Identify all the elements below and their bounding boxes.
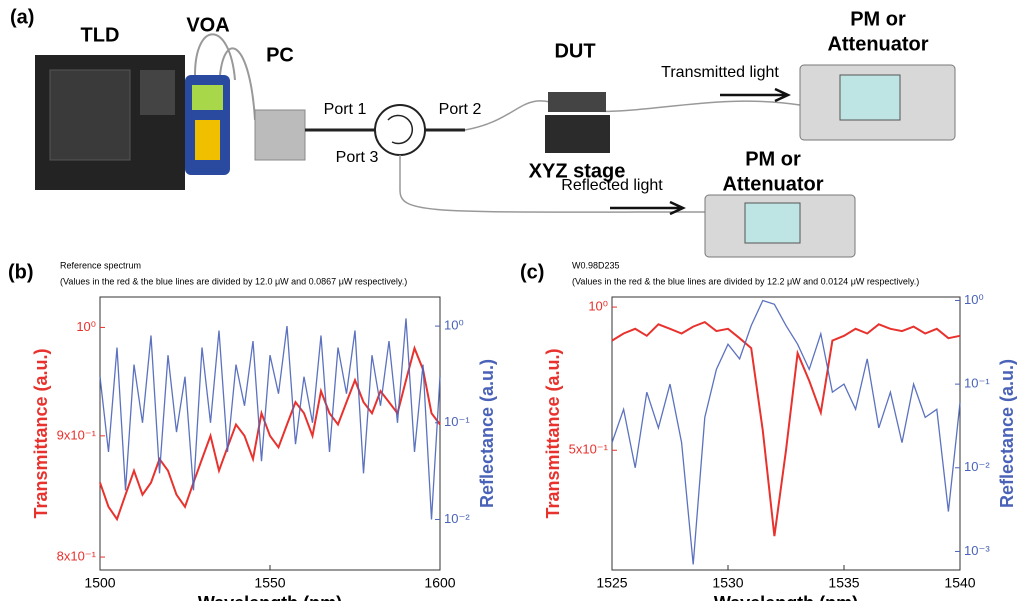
arrow [720, 87, 791, 103]
label: VOA [186, 14, 229, 36]
port-label: Port 1 [324, 101, 367, 118]
dut [548, 92, 606, 112]
tld-screen [49, 69, 131, 161]
series-line [99, 318, 441, 520]
chart-subtitle: (Values in the red & the blue lines are … [60, 276, 407, 286]
circulator-arrow [387, 114, 414, 145]
x-tick-label: 1500 [84, 575, 115, 591]
fiber [399, 155, 706, 213]
circulator [374, 104, 426, 156]
y-tick-label: 8x10⁻¹ [57, 548, 97, 563]
stage [545, 115, 610, 153]
label: PC [266, 44, 294, 66]
pm-screen [744, 202, 801, 244]
panel-label: (c) [520, 261, 544, 283]
label: DUT [554, 40, 595, 62]
series-line [611, 320, 961, 537]
y2-axis-label: Reflectance (a.u.) [997, 359, 1017, 508]
x-axis-label: Wavelength (nm) [198, 593, 342, 601]
x-tick-label: 1525 [596, 575, 627, 591]
pc-device [254, 109, 306, 161]
y2-tick-label: 10⁻³ [964, 543, 990, 558]
voa-keys [195, 120, 220, 160]
fiber [194, 33, 256, 121]
arrow [610, 200, 686, 216]
x-tick-label: 1535 [828, 575, 859, 591]
y2-tick-label: 10⁻² [964, 459, 990, 474]
chart-title: Reference spectrum [60, 260, 141, 270]
y2-tick-label: 10⁰ [964, 292, 984, 307]
pm-screen [839, 74, 901, 121]
y-axis-label: Transmittance (a.u.) [543, 348, 563, 518]
label: TLD [81, 24, 120, 46]
y2-tick-label: 10⁻¹ [964, 376, 990, 391]
label: Reflected light [561, 177, 663, 194]
chart-title: W0.98D235 [572, 260, 620, 270]
label: Attenuator [722, 173, 823, 195]
x-tick-label: 1600 [424, 575, 455, 591]
port-label: Port 2 [439, 101, 482, 118]
series-line [611, 299, 961, 565]
y2-tick-label: 10⁻¹ [444, 414, 470, 429]
tld-keys [140, 70, 175, 115]
port-label: Port 3 [336, 149, 379, 166]
series-line [99, 345, 441, 522]
y-tick-label: 10⁰ [76, 319, 96, 334]
y-tick-label: 10⁰ [588, 299, 608, 314]
label: PM or [745, 148, 801, 170]
label: Transmitted light [661, 64, 779, 81]
fiber [464, 100, 801, 131]
x-tick-label: 1550 [254, 575, 285, 591]
x-axis-label: Wavelength (nm) [714, 593, 858, 601]
y2-tick-label: 10⁻² [444, 511, 470, 526]
y2-axis-label: Reflectance (a.u.) [477, 359, 497, 508]
y-tick-label: 9x10⁻¹ [57, 427, 97, 442]
panel-label: (b) [8, 261, 34, 283]
x-tick-label: 1540 [944, 575, 975, 591]
chart-subtitle: (Values in the red & the blue lines are … [572, 276, 919, 286]
y2-tick-label: 10⁰ [444, 318, 464, 333]
label: Attenuator [827, 33, 928, 55]
label: PM or [850, 8, 906, 30]
panel-label: (a) [10, 6, 34, 28]
y-tick-label: 5x10⁻¹ [569, 442, 609, 457]
y-axis-label: Transmittance (a.u.) [31, 348, 51, 518]
plot-frame [611, 296, 961, 571]
x-tick-label: 1530 [712, 575, 743, 591]
voa-screen [192, 85, 223, 110]
label: XYZ stage [529, 160, 626, 182]
